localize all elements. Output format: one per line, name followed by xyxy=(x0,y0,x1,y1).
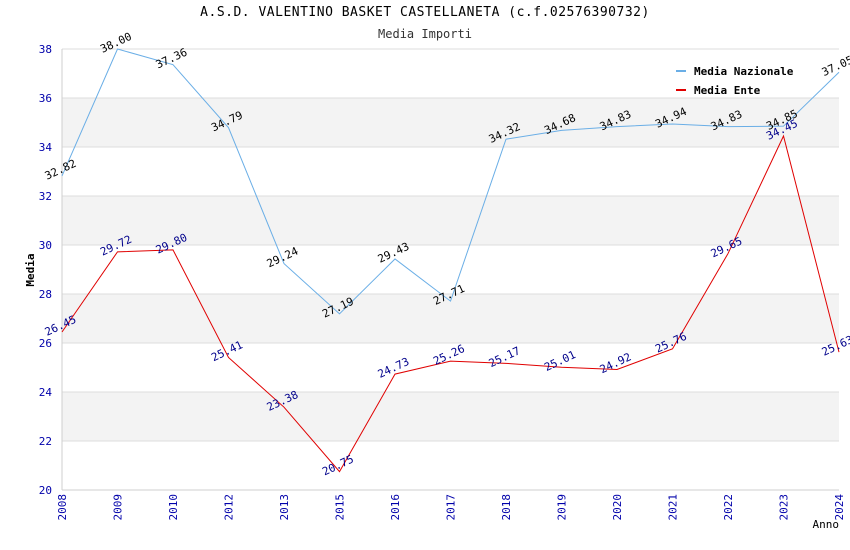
x-tick-label: 2019 xyxy=(556,494,569,521)
grid-band xyxy=(62,98,839,147)
chart-title: A.S.D. VALENTINO BASKET CASTELLANETA (c.… xyxy=(200,5,650,20)
series-line-media-nazionale xyxy=(61,48,840,315)
y-tick-label: 36 xyxy=(39,92,52,105)
grid-band xyxy=(62,294,839,343)
data-label-ente: 25.01 xyxy=(542,348,578,374)
data-label-ente: 25.17 xyxy=(487,344,523,370)
grid-band xyxy=(62,196,839,245)
series-line-media-ente xyxy=(61,134,840,473)
chart-subtitle: Media Importi xyxy=(378,27,472,41)
x-tick-label: 2017 xyxy=(445,494,458,521)
data-label-ente: 20.75 xyxy=(320,453,356,479)
y-tick-label: 20 xyxy=(39,484,52,497)
data-label-nazionale: 29.24 xyxy=(265,244,301,270)
data-label-nazionale: 37.05 xyxy=(820,53,850,79)
x-tick-label: 2009 xyxy=(112,494,125,521)
x-tick-label: 2012 xyxy=(223,494,236,521)
x-tick-label: 2015 xyxy=(334,494,347,521)
x-tick-label: 2018 xyxy=(500,494,513,521)
x-tick-label: 2023 xyxy=(778,494,791,521)
x-tick-label: 2016 xyxy=(389,494,402,521)
data-label-ente: 24.92 xyxy=(598,350,634,376)
x-tick-label: 2024 xyxy=(833,494,846,521)
y-tick-label: 26 xyxy=(39,337,52,350)
grid-band xyxy=(62,392,839,441)
y-tick-label: 34 xyxy=(39,141,53,154)
x-tick-label: 2013 xyxy=(278,494,291,521)
x-tick-label: 2010 xyxy=(167,494,180,521)
legend-entry: Media Ente xyxy=(694,84,761,97)
x-tick-label: 2021 xyxy=(667,494,680,521)
y-tick-label: 30 xyxy=(39,239,52,252)
legend-entry: Media Nazionale xyxy=(694,65,794,78)
y-axis-label: Media xyxy=(24,253,37,286)
x-tick-label: 2020 xyxy=(611,494,624,521)
data-label-nazionale: 32.82 xyxy=(43,157,79,183)
data-label-ente: 25.26 xyxy=(431,342,467,368)
y-tick-label: 38 xyxy=(39,43,52,56)
x-axis-label: Anno xyxy=(813,518,840,531)
y-tick-label: 28 xyxy=(39,288,52,301)
x-tick-label: 2022 xyxy=(722,494,735,521)
y-tick-label: 32 xyxy=(39,190,52,203)
y-tick-label: 24 xyxy=(39,386,53,399)
x-tick-label: 2008 xyxy=(56,494,69,521)
y-tick-label: 22 xyxy=(39,435,52,448)
